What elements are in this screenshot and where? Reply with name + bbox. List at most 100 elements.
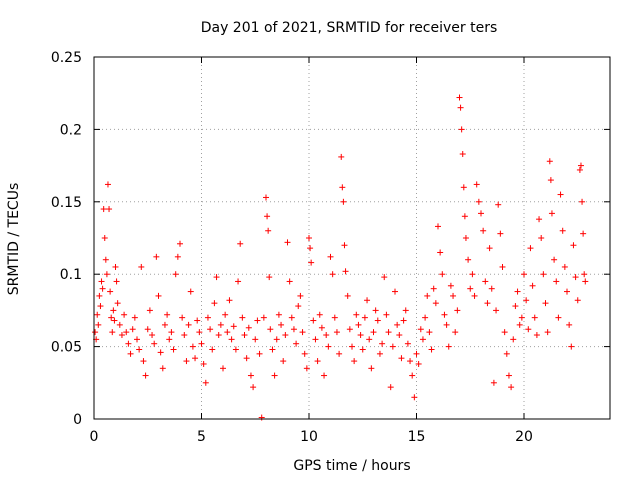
data-point (392, 288, 398, 295)
data-point (266, 274, 273, 281)
x-tick-label: 20 (515, 429, 533, 445)
data-point (207, 326, 214, 333)
data-point (394, 321, 401, 328)
data-point (490, 379, 497, 386)
data-point (381, 274, 388, 281)
data-point (247, 372, 254, 379)
data-point (111, 317, 118, 324)
data-point (213, 274, 220, 281)
data-point (372, 307, 379, 314)
data-point (153, 253, 160, 260)
data-point (413, 350, 420, 357)
data-point (98, 278, 105, 285)
data-point (482, 278, 489, 285)
data-point (572, 274, 579, 281)
data-point (245, 324, 252, 331)
data-point (461, 213, 468, 220)
data-point (445, 343, 452, 350)
data-point (428, 346, 435, 353)
data-point (341, 242, 348, 249)
data-point (454, 307, 461, 314)
data-point (136, 346, 143, 353)
data-point (260, 314, 267, 321)
data-point (288, 314, 295, 321)
data-point (293, 340, 300, 347)
data-point (564, 288, 570, 295)
data-point (435, 223, 441, 230)
data-point (263, 194, 269, 201)
data-point (297, 292, 304, 299)
data-point (290, 326, 297, 333)
data-point (149, 332, 156, 339)
data-point (142, 372, 149, 379)
data-point (183, 358, 190, 365)
data-point (333, 329, 340, 336)
data-point (430, 285, 437, 292)
data-point (282, 332, 289, 339)
data-point (116, 321, 123, 328)
y-tick-label: 0.2 (60, 122, 82, 138)
data-point (129, 326, 136, 333)
data-point (307, 245, 314, 252)
data-point (200, 360, 207, 367)
data-point (95, 321, 102, 328)
data-point (101, 235, 108, 241)
data-point (505, 372, 512, 379)
data-point (181, 332, 188, 339)
data-point (118, 332, 125, 339)
data-point (579, 198, 586, 205)
data-point (501, 329, 508, 336)
data-point (441, 311, 448, 318)
data-point (310, 317, 317, 324)
data-point (531, 314, 538, 321)
data-point (138, 263, 145, 270)
data-point (460, 184, 467, 191)
data-point (284, 239, 291, 246)
data-point (465, 256, 472, 263)
data-point (194, 317, 201, 324)
data-point (387, 384, 394, 391)
data-point (561, 263, 568, 270)
data-point (107, 288, 114, 295)
data-point (204, 314, 211, 321)
data-point (108, 314, 115, 321)
data-point (275, 311, 282, 318)
data-point (349, 343, 355, 350)
data-point (484, 300, 491, 307)
x-tick-label: 15 (408, 429, 426, 445)
data-point (359, 346, 366, 353)
data-point (379, 340, 386, 347)
data-point (103, 271, 110, 278)
data-point (243, 355, 250, 362)
data-point (398, 355, 405, 362)
data-point (314, 358, 321, 365)
data-point (127, 350, 134, 357)
data-point (325, 343, 332, 350)
data-point (540, 271, 547, 278)
data-point (110, 307, 117, 314)
data-point (570, 242, 577, 249)
data-point (308, 259, 315, 266)
data-point (94, 311, 101, 318)
data-point (443, 321, 450, 328)
data-point (339, 184, 346, 191)
data-point (516, 321, 523, 328)
data-point (525, 326, 532, 333)
data-point (422, 314, 429, 321)
data-point (114, 300, 121, 307)
data-point (336, 350, 343, 357)
data-point (106, 206, 113, 213)
data-point (555, 314, 562, 321)
data-point (164, 311, 171, 318)
data-point (99, 285, 106, 292)
data-point (140, 358, 147, 365)
data-point (280, 358, 287, 365)
data-point (159, 365, 166, 372)
data-point (109, 329, 116, 336)
data-point (514, 288, 521, 295)
data-point (271, 372, 278, 379)
data-point (151, 340, 158, 347)
data-point (383, 311, 390, 318)
data-point (198, 340, 205, 347)
